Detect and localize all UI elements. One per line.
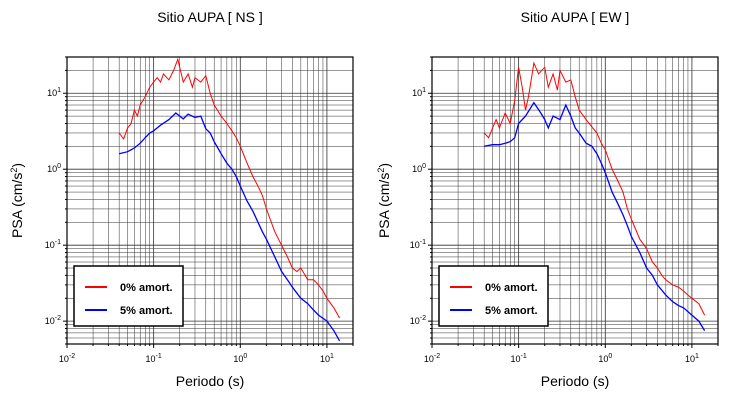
legend-label: 0% amort.: [485, 282, 538, 294]
y-tick-label-exp: 1: [57, 87, 61, 94]
y-tick-label-exp: 1: [422, 87, 426, 94]
y-tick-label-base: 10: [412, 88, 422, 98]
y-tick-label: 10-2: [45, 315, 61, 326]
series-line-damping-5: [484, 101, 706, 331]
y-tick-label-exp: 0: [422, 163, 426, 170]
y-axis-label-end: ): [9, 163, 25, 168]
plot-frame: [66, 56, 354, 345]
x-tick-label-base: 10: [146, 354, 156, 364]
legend: 0% amort. 5% amort.: [73, 265, 184, 327]
x-tick-label-base: 10: [511, 354, 521, 364]
chart-title: Sitio AUPA [ NS ]: [157, 9, 263, 25]
y-tick-label: 101: [412, 87, 426, 98]
x-tick-label-exp: -2: [434, 353, 440, 360]
x-tick-label-exp: 1: [330, 353, 334, 360]
y-tick-label-base: 10: [45, 240, 55, 250]
x-tick-label: 10-1: [511, 353, 527, 364]
x-tick-label: 10-2: [59, 353, 75, 364]
series-line-damping-5: [119, 112, 341, 342]
series-line-damping-0: [483, 61, 706, 316]
x-tick-label: 101: [320, 353, 334, 364]
y-axis-label-main: PSA (cm/s: [376, 173, 392, 238]
y-tick-label-base: 10: [410, 316, 420, 326]
y-tick-label: 100: [412, 163, 426, 174]
x-tick-label-base: 10: [598, 354, 608, 364]
y-tick-label-exp: -2: [420, 315, 426, 322]
x-tick-label: 100: [233, 353, 247, 364]
y-tick-label-base: 10: [45, 316, 55, 326]
x-tick-label-exp: -1: [521, 353, 527, 360]
legend-box: [438, 265, 549, 327]
x-tick-label-exp: 1: [695, 353, 699, 360]
x-tick-label-exp: 0: [243, 353, 247, 360]
legend-box: [73, 265, 184, 327]
x-tick-label-base: 10: [685, 354, 695, 364]
y-axis-label: PSA (cm/s2): [9, 163, 25, 238]
x-tick-label-base: 10: [424, 354, 434, 364]
legend-label: 5% amort.: [120, 305, 173, 317]
y-axis-label-end: ): [376, 163, 392, 168]
x-tick-label-base: 10: [320, 354, 330, 364]
x-tick-label: 101: [685, 353, 699, 364]
x-tick-label: 10-2: [424, 353, 440, 364]
y-tick-label-base: 10: [47, 164, 57, 174]
legend-label: 5% amort.: [485, 305, 538, 317]
y-tick-label-base: 10: [410, 240, 420, 250]
y-tick-label: 10-1: [45, 239, 61, 250]
series-line-damping-0: [118, 57, 341, 319]
y-axis-label-sup: 2: [9, 168, 19, 173]
legend: 0% amort. 5% amort.: [438, 265, 549, 327]
y-tick-label-exp: 0: [57, 163, 61, 170]
y-tick-label-base: 10: [47, 88, 57, 98]
chart-title: Sitio AUPA [ EW ]: [521, 9, 630, 25]
y-axis-label-sup: 2: [376, 168, 386, 173]
y-tick-label-base: 10: [412, 164, 422, 174]
y-tick-label: 101: [47, 87, 61, 98]
chart-panel-2: Sitio AUPA [ EW ]10-2 10-1 100 10110-210-11…: [376, 9, 719, 389]
x-tick-label: 10-1: [146, 353, 162, 364]
y-tick-label-exp: -1: [420, 239, 426, 246]
legend-label: 0% amort.: [120, 282, 173, 294]
y-tick-label-exp: -1: [55, 239, 61, 246]
plot-frame: [431, 56, 719, 345]
x-tick-label-base: 10: [59, 354, 69, 364]
y-axis-label-main: PSA (cm/s: [9, 173, 25, 238]
x-tick-label-exp: 0: [608, 353, 612, 360]
y-tick-label: 10-1: [410, 239, 426, 250]
x-axis-label: Periodo (s): [541, 373, 609, 389]
y-tick-label: 10-2: [410, 315, 426, 326]
x-tick-label-base: 10: [233, 354, 243, 364]
x-axis-label: Periodo (s): [176, 373, 244, 389]
x-tick-label-exp: -2: [69, 353, 75, 360]
y-tick-label: 100: [47, 163, 61, 174]
x-tick-label: 100: [598, 353, 612, 364]
chart-panel-1: Sitio AUPA [ NS ]10-2 10-1 100 10110-210-11…: [9, 9, 354, 389]
x-tick-label-exp: -1: [156, 353, 162, 360]
y-axis-label: PSA (cm/s2): [376, 163, 392, 238]
y-tick-label-exp: -2: [55, 315, 61, 322]
